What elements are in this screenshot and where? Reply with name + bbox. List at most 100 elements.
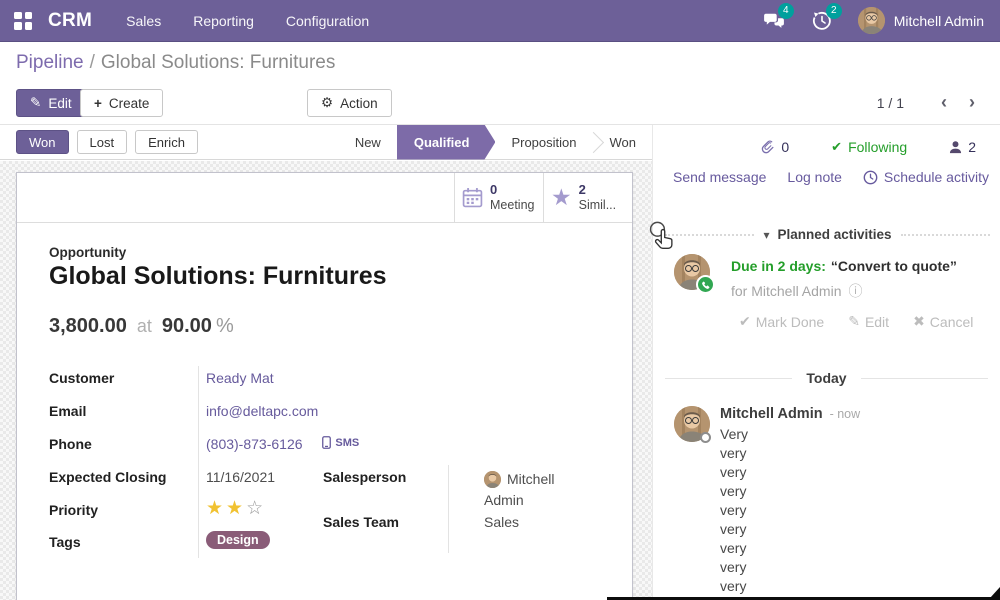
tag-design: Design: [206, 531, 270, 549]
pager-next-button[interactable]: ›: [969, 92, 975, 112]
user-avatar: [857, 7, 885, 34]
salesperson-label: Salesperson: [323, 469, 407, 485]
action-button-label: Action: [340, 95, 378, 111]
menu-reporting[interactable]: Reporting: [193, 12, 254, 29]
customer-value-link[interactable]: Ready Mat: [206, 370, 274, 386]
send-message-button[interactable]: Send message: [673, 169, 767, 185]
chat-bubbles-icon: [763, 12, 785, 30]
sales-team-value[interactable]: Sales: [484, 514, 520, 530]
star-empty-icon[interactable]: ☆: [246, 498, 267, 519]
stage-new[interactable]: New: [354, 134, 381, 150]
mark-lost-button[interactable]: Lost: [76, 130, 128, 154]
schedule-activity-label: Schedule activity: [883, 169, 989, 185]
chatter-actions: Send message Log note Schedule activity: [653, 159, 1000, 185]
similar-leads-stat-button[interactable]: ★ 2 Simil...: [543, 173, 632, 222]
dotted-divider: [900, 233, 991, 236]
navbar-menus: Sales Reporting Configuration: [126, 13, 369, 29]
navbar-left: CRM Sales Reporting Configuration: [0, 10, 369, 32]
plus-icon: +: [94, 95, 102, 111]
stat-button-row: 0 Meeting ★ 2 Simil...: [17, 173, 632, 223]
phone-label: Phone: [49, 436, 92, 452]
action-button[interactable]: ⚙ Action: [307, 89, 392, 117]
similar-label: Simil...: [578, 197, 617, 212]
presence-indicator-icon: [700, 432, 711, 443]
star-filled-icon[interactable]: ★: [226, 498, 247, 519]
chatter-panel: 0 ✔ Following 2 Send message Log note Sc…: [652, 125, 1000, 600]
breadcrumb-separator: /: [89, 52, 95, 73]
priority-label: Priority: [49, 502, 99, 518]
menu-configuration[interactable]: Configuration: [285, 12, 370, 29]
attachments-button[interactable]: 0: [761, 139, 789, 155]
message-body: Very very very very very very very very …: [720, 425, 860, 600]
log-note-button[interactable]: Log note: [787, 169, 842, 185]
star-filled-icon[interactable]: ★: [206, 498, 227, 519]
create-button-label: Create: [108, 95, 150, 111]
menu-sales[interactable]: Sales: [126, 12, 162, 29]
stage-won[interactable]: Won: [609, 134, 637, 150]
mark-done-button[interactable]: ✔ Mark Done: [739, 313, 824, 330]
gear-icon: ⚙: [321, 95, 334, 110]
message-author[interactable]: Mitchell Admin: [720, 406, 823, 422]
record-type-label: Opportunity: [49, 245, 127, 260]
activities-badge: 2: [825, 2, 842, 19]
salesperson-avatar: [484, 471, 501, 488]
app-name[interactable]: CRM: [48, 9, 93, 31]
activity-cancel-button[interactable]: ✖ Cancel: [913, 313, 973, 330]
activity-edit-label: Edit: [864, 313, 890, 330]
create-button[interactable]: + Create: [80, 89, 164, 117]
breadcrumb-pipeline-link[interactable]: Pipeline: [16, 52, 84, 73]
message-line: Very: [720, 426, 749, 442]
meetings-stat-button[interactable]: 0 Meeting: [454, 173, 543, 222]
phone-value-link[interactable]: (803)-873-6126: [206, 436, 303, 452]
salesperson-name: Mitchell Admin: [484, 471, 555, 508]
message-line: very: [720, 521, 747, 537]
statusbar: Won Lost Enrich New Qualified Propositio…: [0, 125, 652, 160]
salesperson-value[interactable]: Mitchell Admin: [484, 469, 574, 511]
mark-won-button[interactable]: Won: [16, 130, 69, 154]
message-content: Mitchell Admin - now Very very very very…: [720, 406, 860, 600]
user-menu[interactable]: Mitchell Admin: [857, 7, 984, 34]
activity-edit-button[interactable]: ✎ Edit: [848, 313, 889, 330]
email-label: Email: [49, 403, 87, 419]
followers-button[interactable]: 2: [949, 139, 976, 155]
field-group-rule: [448, 465, 449, 553]
stage-qualified-active[interactable]: Qualified: [397, 125, 496, 160]
following-label: Following: [848, 139, 908, 155]
activities-menu-button[interactable]: 2: [810, 2, 842, 32]
phone-value-row: (803)-873-6126 SMS: [206, 436, 359, 452]
planned-activities-toggle[interactable]: ▾ Planned activities: [763, 227, 891, 242]
activity-for-label: for Mitchell Admin: [731, 283, 842, 299]
breadcrumb: Pipeline / Global Solutions: Furnitures: [16, 52, 335, 74]
messages-badge: 4: [777, 2, 794, 19]
chatter-topbar: 0 ✔ Following 2: [653, 125, 1000, 159]
today-label: Today: [806, 370, 847, 386]
sms-label: SMS: [335, 436, 360, 449]
at-label: at: [136, 316, 152, 336]
followers-count: 2: [968, 139, 976, 155]
gif-progress-marker: [990, 587, 1000, 598]
check-icon: ✔: [831, 139, 843, 154]
mobile-phone-icon: [322, 436, 332, 449]
edit-button[interactable]: ✎ Edit: [16, 89, 86, 117]
schedule-activity-button[interactable]: Schedule activity: [863, 169, 989, 185]
following-button[interactable]: ✔ Following: [831, 139, 907, 155]
apps-grid-icon[interactable]: [14, 11, 32, 30]
message-line: very: [720, 464, 747, 480]
info-icon: ⓘ: [848, 283, 863, 299]
planned-activities-header: ▾ Planned activities: [665, 227, 991, 242]
send-sms-button[interactable]: SMS: [322, 436, 359, 449]
email-value-link[interactable]: info@deltapc.com: [206, 403, 319, 419]
mark-done-label: Mark Done: [755, 313, 825, 330]
activity-avatar-wrap: [674, 254, 715, 294]
pager: 1 / 1 ‹ ›: [877, 92, 986, 113]
stage-proposition[interactable]: Proposition: [511, 134, 577, 150]
paperclip-icon: [761, 139, 775, 155]
enrich-button[interactable]: Enrich: [135, 130, 198, 154]
pager-prev-button[interactable]: ‹: [941, 92, 947, 112]
cross-icon: ✖: [913, 313, 925, 329]
edit-button-label: Edit: [48, 95, 72, 111]
meeting-label: Meeting: [490, 197, 535, 212]
opportunity-title: Global Solutions: Furnitures: [49, 262, 387, 290]
field-group-rule: [198, 366, 199, 558]
messages-menu-button[interactable]: 4: [762, 2, 794, 32]
